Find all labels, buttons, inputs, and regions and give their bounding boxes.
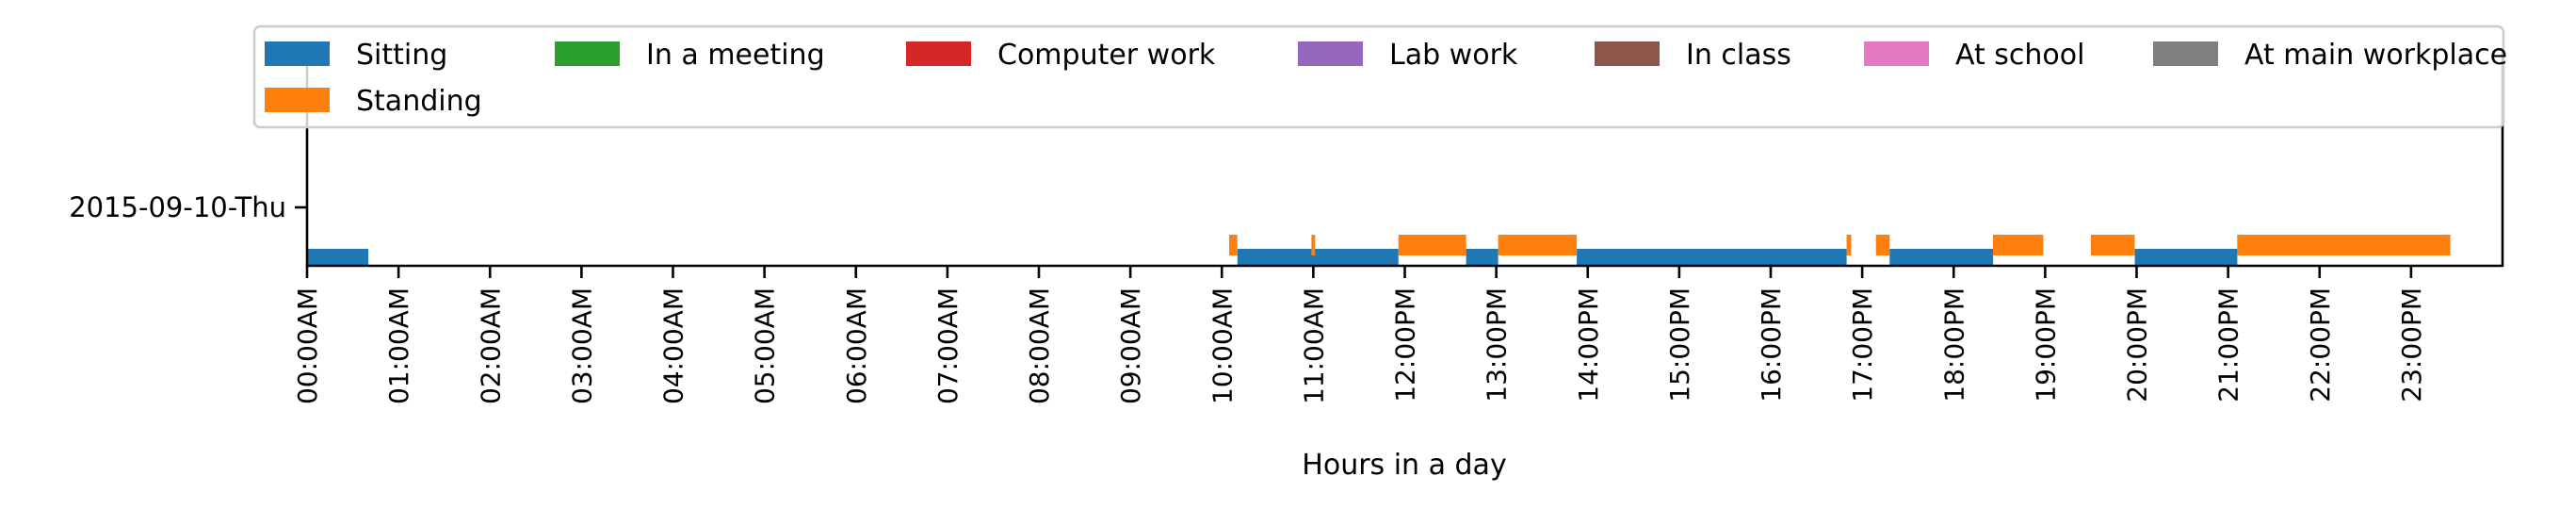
- x-tick-label: 03:00AM: [566, 287, 597, 404]
- x-tick-label: 18:00PM: [1938, 287, 1969, 402]
- x-tick-label: 13:00PM: [1482, 287, 1513, 402]
- legend-label: Lab work: [1389, 39, 1518, 72]
- legend-swatch: [555, 41, 620, 66]
- x-tick-label: 05:00AM: [750, 287, 781, 404]
- x-tick-label: 08:00AM: [1024, 287, 1055, 404]
- x-tick-label: 11:00AM: [1298, 287, 1329, 404]
- x-tick-label: 20:00PM: [2122, 287, 2153, 402]
- bar-standing-3: [1498, 235, 1578, 255]
- x-axis-label: Hours in a day: [1302, 449, 1506, 482]
- y-axis-ticks: 2015-09-10-Thu: [69, 191, 307, 223]
- legend-label: Computer work: [997, 39, 1216, 72]
- bar-sitting-5: [2134, 249, 2238, 266]
- x-axis-ticks: 00:00AM 01:00AM 02:00AM 03:00AM 04:00AM 05:00…: [292, 266, 2427, 404]
- legend-label: At main workplace: [2244, 39, 2507, 72]
- legend-label: Sitting: [356, 39, 447, 72]
- x-tick-label: 15:00PM: [1664, 287, 1695, 402]
- legend: Sitting In a meeting Computer work Lab work…: [252, 25, 2507, 129]
- y-tick-label: 2015-09-10-Thu: [69, 191, 286, 223]
- x-tick-label: 17:00PM: [1847, 287, 1878, 402]
- x-tick-label: 23:00PM: [2396, 287, 2427, 402]
- bar-standing-6: [1993, 235, 2044, 255]
- legend-label: At school: [1955, 39, 2084, 72]
- legend-frame: [252, 25, 2505, 129]
- activity-bars: [307, 235, 2451, 266]
- bar-standing-1: [1311, 235, 1316, 255]
- bar-sitting-1: [1237, 249, 1399, 266]
- x-tick-label: 19:00PM: [2030, 287, 2061, 402]
- x-tick-label: 02:00AM: [475, 287, 506, 404]
- legend-label: In a meeting: [646, 39, 825, 72]
- x-tick-label: 12:00PM: [1390, 287, 1421, 402]
- bar-standing-7: [2090, 235, 2135, 255]
- x-tick-label: 00:00AM: [292, 287, 323, 404]
- bar-sitting-0: [307, 249, 369, 266]
- legend-swatch: [1298, 41, 1363, 66]
- legend-swatch: [906, 41, 971, 66]
- x-tick-label: 22:00PM: [2305, 287, 2336, 402]
- legend-label: In class: [1686, 39, 1791, 72]
- x-tick-label: 14:00PM: [1573, 287, 1604, 402]
- x-tick-label: 07:00AM: [932, 287, 964, 404]
- bar-standing-5: [1875, 235, 1890, 255]
- bar-sitting-2: [1466, 249, 1499, 266]
- x-tick-label: 04:00AM: [658, 287, 689, 404]
- x-tick-label: 01:00AM: [383, 287, 414, 404]
- bar-standing-8: [2237, 235, 2451, 255]
- legend-swatch: [1864, 41, 1929, 66]
- legend-swatch: [2153, 41, 2218, 66]
- legend-swatch: [265, 41, 330, 66]
- legend-label: Standing: [356, 85, 482, 118]
- legend-swatch: [1595, 41, 1660, 66]
- x-tick-label: 09:00AM: [1115, 287, 1146, 404]
- x-tick-label: 21:00PM: [2213, 287, 2244, 402]
- x-tick-label: 10:00AM: [1207, 287, 1238, 404]
- bar-standing-0: [1229, 235, 1238, 255]
- x-tick-label: 06:00AM: [841, 287, 872, 404]
- legend-swatch: [265, 88, 330, 112]
- bar-sitting-4: [1889, 249, 1994, 266]
- bar-sitting-3: [1577, 249, 1847, 266]
- bar-standing-2: [1398, 235, 1466, 255]
- bar-standing-4: [1846, 235, 1852, 255]
- x-tick-label: 16:00PM: [1756, 287, 1787, 402]
